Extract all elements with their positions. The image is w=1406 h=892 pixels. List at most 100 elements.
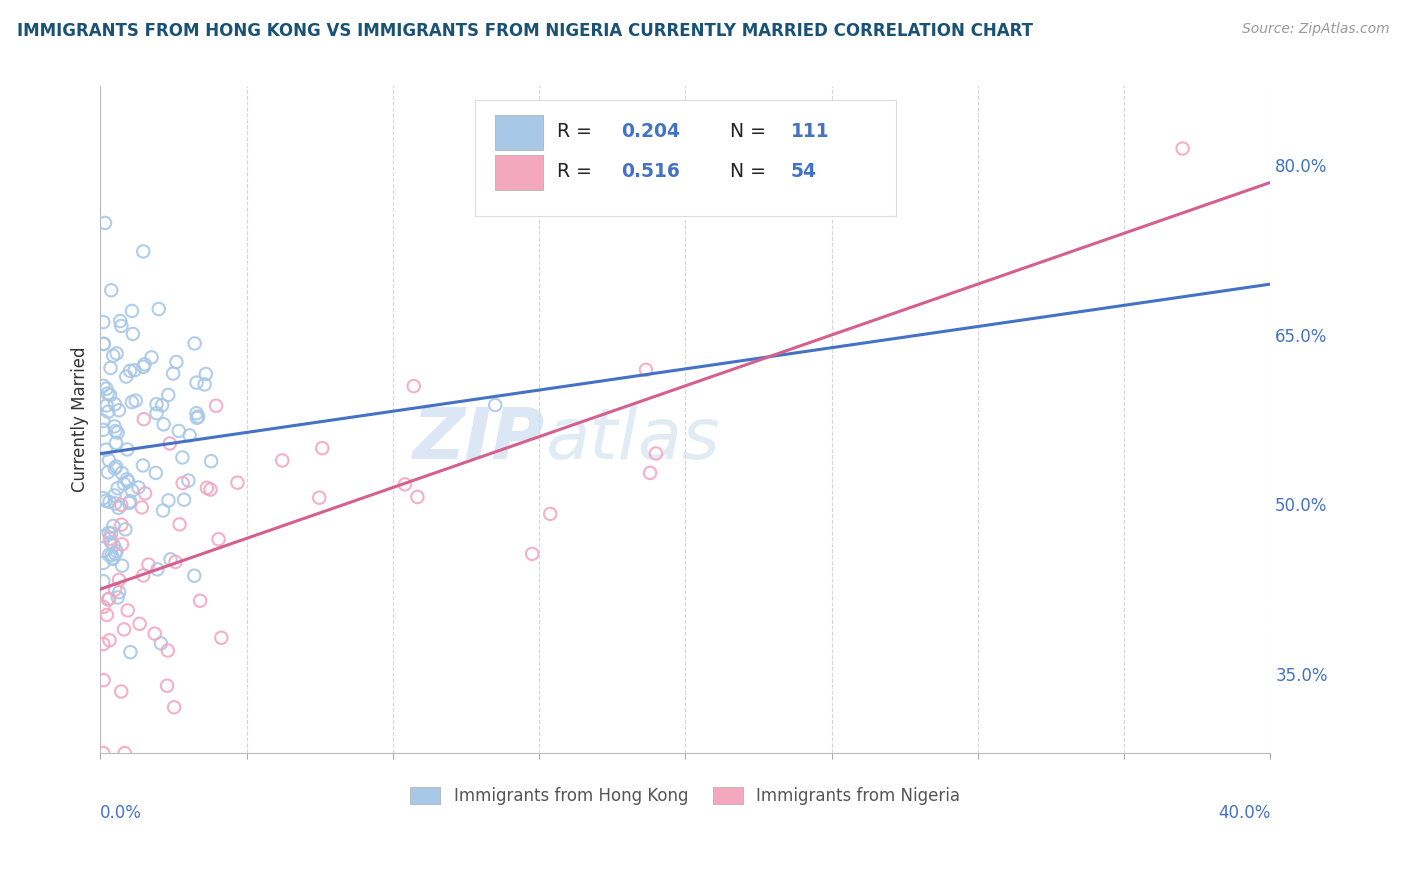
Point bbox=[207, 533, 229, 547]
Text: Source: ZipAtlas.com: Source: ZipAtlas.com bbox=[1241, 22, 1389, 37]
Point bbox=[165, 555, 187, 569]
Point bbox=[112, 623, 135, 637]
Text: 40.0%: 40.0% bbox=[1218, 804, 1271, 822]
Point bbox=[96, 607, 118, 622]
Point bbox=[200, 454, 222, 468]
FancyBboxPatch shape bbox=[495, 155, 543, 190]
Point bbox=[91, 423, 114, 437]
Text: 0.516: 0.516 bbox=[621, 162, 681, 181]
Point bbox=[120, 645, 142, 659]
Text: 0.0%: 0.0% bbox=[100, 804, 142, 822]
Point bbox=[145, 466, 167, 480]
Point bbox=[105, 459, 128, 474]
Point bbox=[200, 483, 222, 497]
Point bbox=[96, 382, 118, 396]
Point bbox=[159, 552, 181, 566]
Point bbox=[104, 461, 127, 475]
Point bbox=[115, 369, 138, 384]
Point bbox=[111, 558, 134, 573]
Point bbox=[186, 376, 208, 390]
Point bbox=[127, 480, 149, 494]
Point bbox=[98, 388, 121, 402]
Point bbox=[645, 446, 668, 460]
Point bbox=[125, 393, 148, 408]
Point bbox=[121, 395, 143, 409]
Point bbox=[110, 517, 132, 532]
Point bbox=[138, 558, 160, 572]
Point bbox=[120, 494, 142, 508]
Legend: Immigrants from Hong Kong, Immigrants from Nigeria: Immigrants from Hong Kong, Immigrants fr… bbox=[404, 780, 967, 812]
Point bbox=[132, 244, 155, 259]
Point bbox=[145, 406, 167, 420]
Point bbox=[103, 419, 125, 434]
Point bbox=[165, 355, 187, 369]
Y-axis label: Currently Married: Currently Married bbox=[72, 347, 89, 492]
Text: 54: 54 bbox=[790, 162, 817, 181]
Point bbox=[104, 496, 127, 510]
Point bbox=[98, 532, 121, 546]
Point bbox=[132, 568, 155, 582]
Point bbox=[402, 379, 425, 393]
Point bbox=[98, 495, 121, 509]
Text: R =: R = bbox=[557, 122, 598, 141]
Point bbox=[104, 547, 127, 561]
Point bbox=[157, 388, 180, 402]
Point bbox=[91, 556, 114, 570]
Point bbox=[115, 472, 138, 486]
Point bbox=[105, 346, 128, 360]
Point bbox=[93, 337, 115, 351]
Point bbox=[107, 591, 129, 605]
Point bbox=[167, 424, 190, 438]
Point bbox=[163, 700, 186, 714]
Point bbox=[97, 405, 120, 419]
Point bbox=[108, 403, 131, 417]
Point bbox=[134, 486, 156, 500]
Point bbox=[150, 398, 173, 412]
Point bbox=[124, 363, 146, 377]
Point bbox=[91, 574, 114, 589]
Point bbox=[103, 349, 125, 363]
Point bbox=[91, 378, 114, 392]
Point bbox=[132, 412, 155, 426]
Point bbox=[117, 603, 139, 617]
Point bbox=[110, 314, 132, 328]
Point bbox=[114, 746, 136, 760]
Point bbox=[132, 359, 155, 374]
Point bbox=[634, 363, 657, 377]
Point bbox=[148, 301, 170, 316]
Point bbox=[100, 361, 122, 376]
Point bbox=[1171, 141, 1194, 155]
Point bbox=[308, 491, 330, 505]
Point bbox=[100, 283, 122, 297]
Point bbox=[187, 409, 209, 424]
Point bbox=[114, 522, 136, 536]
Point bbox=[117, 475, 139, 489]
Point bbox=[93, 529, 115, 543]
Point bbox=[104, 582, 127, 597]
Point bbox=[91, 315, 114, 329]
Point bbox=[107, 481, 129, 495]
Text: N =: N = bbox=[730, 122, 772, 141]
Point bbox=[112, 476, 135, 491]
Point bbox=[162, 367, 184, 381]
Point bbox=[107, 500, 129, 515]
Point bbox=[91, 414, 114, 428]
Point bbox=[108, 585, 131, 599]
Point bbox=[195, 481, 218, 495]
Text: 111: 111 bbox=[790, 122, 830, 141]
Point bbox=[271, 453, 294, 467]
Point bbox=[121, 483, 143, 498]
Point bbox=[115, 442, 138, 457]
Point bbox=[110, 318, 132, 333]
Text: IMMIGRANTS FROM HONG KONG VS IMMIGRANTS FROM NIGERIA CURRENTLY MARRIED CORRELATI: IMMIGRANTS FROM HONG KONG VS IMMIGRANTS … bbox=[17, 22, 1033, 40]
Point bbox=[484, 398, 506, 412]
Point bbox=[186, 406, 208, 420]
Text: R =: R = bbox=[557, 162, 598, 181]
Point bbox=[394, 477, 416, 491]
Point bbox=[538, 507, 561, 521]
Point bbox=[145, 397, 167, 411]
Point bbox=[194, 367, 217, 381]
Point bbox=[406, 490, 429, 504]
Point bbox=[156, 679, 179, 693]
Point bbox=[118, 364, 141, 378]
